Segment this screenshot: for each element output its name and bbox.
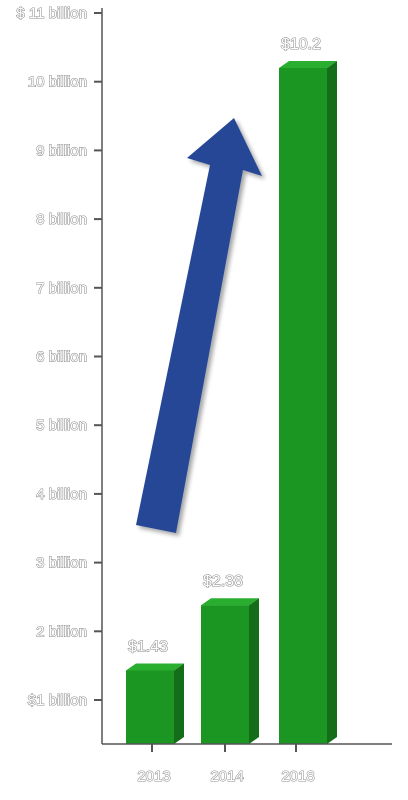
- y-tick-label: 7 billion: [36, 280, 87, 297]
- bars: $1.43 $2.38 $10.2: [126, 35, 337, 744]
- bar-data-label: $1.43: [128, 638, 168, 655]
- bar-data-label: $10.2: [281, 36, 321, 53]
- y-tick-label: 4 billion: [36, 486, 87, 503]
- y-tick-label: $ 11 billion: [16, 5, 87, 22]
- x-tick-label: 2014: [210, 768, 243, 785]
- y-tick-label: $1 billion: [28, 692, 87, 709]
- bar-side-face: [174, 663, 184, 744]
- y-tick-label: 2 billion: [36, 623, 87, 640]
- bar-top-face: [279, 60, 337, 68]
- x-tick-label: 2018: [281, 768, 314, 785]
- bar-2018: $10.2: [279, 35, 337, 744]
- bar-data-label: $2.38: [203, 573, 243, 590]
- y-tick-label: 6 billion: [36, 349, 87, 366]
- y-tick-label: 5 billion: [36, 417, 87, 434]
- bar-2014: $2.38: [201, 573, 259, 744]
- bar-top-face: [126, 663, 184, 671]
- bar-front-face: [201, 605, 249, 744]
- bar-front-face: [126, 670, 174, 744]
- x-tick-label: 2013: [137, 768, 170, 785]
- x-axis-ticks: 2013 2014 2018: [137, 744, 315, 786]
- trend-arrow-layer: [136, 118, 262, 533]
- upward-trend-arrow-icon: [136, 118, 262, 533]
- bar-side-face: [249, 598, 259, 744]
- bar-side-face: [327, 60, 337, 744]
- y-tick-label: 8 billion: [36, 211, 87, 228]
- bar-2013: $1.43: [126, 638, 184, 744]
- y-tick-label: 3 billion: [36, 555, 87, 572]
- bar-front-face: [279, 67, 327, 744]
- bar-top-face: [201, 598, 259, 606]
- y-tick-label: 10 billion: [28, 74, 87, 91]
- y-axis-ticks: $1 billion 2 billion 3 billion 4 billion 5 b…: [16, 4, 102, 710]
- y-tick-label: 9 billion: [36, 142, 87, 159]
